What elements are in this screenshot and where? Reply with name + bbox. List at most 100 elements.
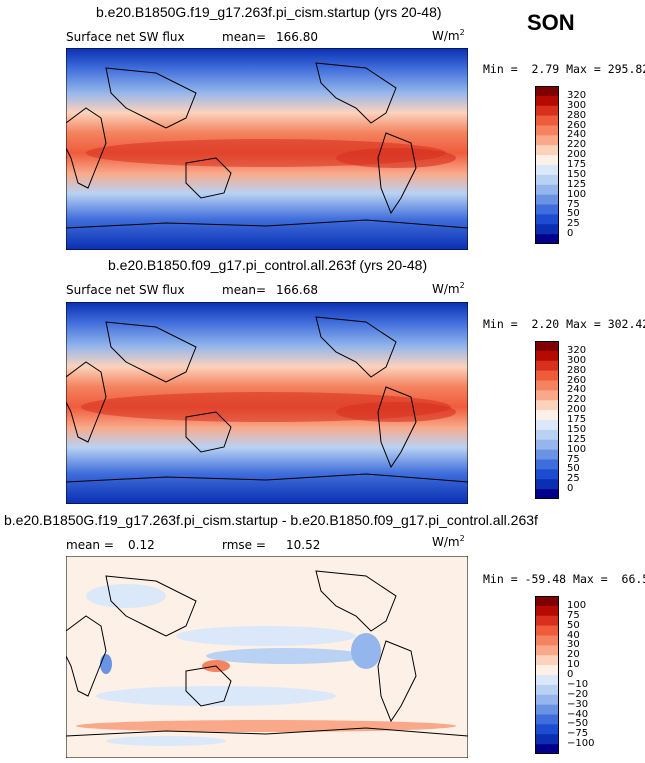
colorbar-tick-label: 280: [567, 364, 587, 376]
colorbar-tick-label: 175: [567, 414, 587, 425]
colorbar-swatch: [535, 724, 559, 735]
coastlines: [66, 62, 468, 229]
colorbar-swatch: [535, 704, 559, 715]
colorbar-tick-label: 100: [567, 599, 587, 611]
panel-3-colorbar: [535, 596, 559, 754]
colorbar-swatch: [535, 95, 559, 107]
colorbar-tick-label: 260: [567, 119, 587, 131]
colorbar-tick-label: 200: [567, 149, 587, 161]
antarctica-coast: [66, 727, 468, 737]
colorbar-tick-label: 20: [567, 649, 580, 661]
panel-3-rmse-value: 10.52: [286, 538, 321, 552]
colorbar-tick-label: 40: [567, 629, 580, 641]
colorbar-tick-label: 0: [567, 669, 574, 680]
panel-2-colorbar: [535, 341, 559, 499]
colorbar-tick-label: 150: [567, 168, 587, 180]
colorbar-swatch: [535, 380, 559, 391]
diff-patch: [206, 648, 366, 664]
colorbar-swatch: [535, 479, 559, 490]
colorbar-tick-label: 280: [567, 109, 587, 121]
panel-2-map: [66, 302, 468, 504]
panel-1-map: [66, 48, 468, 250]
colorbar-tick-label: 75: [567, 609, 580, 621]
colorbar-tick-label: 75: [567, 198, 580, 210]
north-america-coast: [315, 570, 397, 632]
colorbar-swatch: [535, 125, 559, 136]
panel-3-title: b.e20.B1850G.f19_g17.263f.pi_cism.startu…: [4, 512, 538, 528]
panel-1-mean-value: 166.80: [276, 30, 318, 44]
colorbar-tick-label: −100: [567, 738, 595, 750]
diff-patch: [76, 720, 456, 732]
panel-3-minmax: Min = -59.48 Max = 66.55: [483, 572, 645, 586]
south-america-coast: [377, 640, 417, 723]
panel-3-mean-label: mean =: [66, 538, 114, 552]
tropical-band-east: [336, 402, 456, 422]
colorbar-tick-label: 0: [567, 483, 574, 495]
colorbar-swatch: [535, 370, 559, 381]
colorbar-swatch: [535, 635, 559, 646]
colorbar-swatch: [535, 459, 559, 470]
colorbar-tick-label: 320: [567, 344, 587, 356]
season-label: SON: [527, 10, 575, 35]
colorbar-swatch: [535, 449, 559, 460]
asia-coast: [105, 67, 197, 129]
colorbar-tick-label: 10: [567, 659, 580, 671]
colorbar-frame: [535, 596, 559, 754]
coastlines: [66, 570, 468, 737]
colorbar-swatch: [535, 489, 559, 499]
asia-coast: [105, 321, 197, 383]
diff-patch: [96, 686, 336, 706]
colorbar-tick-label: 240: [567, 129, 587, 141]
colorbar-swatch: [535, 469, 559, 480]
colorbar-swatch: [535, 645, 559, 656]
panel-3-rmse-label: rmse =: [222, 538, 266, 552]
colorbar-swatch: [535, 105, 559, 116]
asia-coast: [105, 575, 197, 637]
colorbar-swatch: [535, 350, 559, 362]
colorbar-swatch: [535, 439, 559, 450]
colorbar-tick-label: −40: [567, 708, 589, 720]
panel-3-units: W/m2: [432, 534, 465, 549]
colorbar-tick-label: 0: [567, 228, 574, 240]
colorbar-swatch: [535, 86, 559, 97]
colorbar-frame: [535, 341, 559, 499]
diff-patch: [351, 633, 381, 669]
colorbar-tick-label: 220: [567, 139, 587, 151]
colorbar-tick-label: 50: [567, 463, 580, 475]
colorbar-tick-label: 50: [567, 208, 580, 220]
colorbar-tick-label: −30: [567, 698, 589, 710]
africa-coast: [66, 107, 107, 189]
diff-patch: [176, 626, 356, 646]
colorbar-tick-label: 25: [567, 473, 580, 485]
panel-1-mean-label: mean=: [222, 30, 267, 44]
colorbar-tick-label: −20: [567, 688, 589, 700]
colorbar-swatch: [535, 625, 559, 636]
africa-coast: [66, 361, 107, 443]
colorbar-tick-label: 150: [567, 423, 587, 435]
colorbar-tick-label: 220: [567, 394, 587, 406]
colorbar-swatch: [535, 194, 559, 205]
colorbar-swatch: [535, 115, 559, 126]
colorbar-tick-label: 125: [567, 433, 587, 445]
australia-coast: [185, 411, 232, 453]
colorbar-swatch: [535, 234, 559, 244]
colorbar-swatch: [535, 429, 559, 441]
colorbar-swatch: [535, 655, 559, 666]
colorbar-tick-label: −10: [567, 678, 589, 690]
colorbar-swatch: [535, 204, 559, 215]
panel-2-mean-label: mean=: [222, 283, 267, 297]
colorbar-swatch: [535, 675, 559, 686]
colorbar-swatch: [535, 155, 559, 166]
panel-2-title: b.e20.B1850.f09_g17.pi_control.all.263f …: [108, 257, 428, 273]
south-america-coast: [377, 132, 417, 215]
colorbar-swatch: [535, 410, 559, 421]
panel-2-field-label: Surface net SW flux: [66, 283, 185, 297]
coastlines: [66, 316, 468, 483]
panel-2-mean-value: 166.68: [276, 283, 318, 297]
colorbar-tick-label: 50: [567, 619, 580, 631]
colorbar-swatch: [535, 694, 559, 705]
colorbar-swatch: [535, 734, 559, 745]
colorbar-swatch: [535, 665, 559, 676]
colorbar-tick-label: 100: [567, 443, 587, 455]
colorbar-swatch: [535, 145, 559, 156]
